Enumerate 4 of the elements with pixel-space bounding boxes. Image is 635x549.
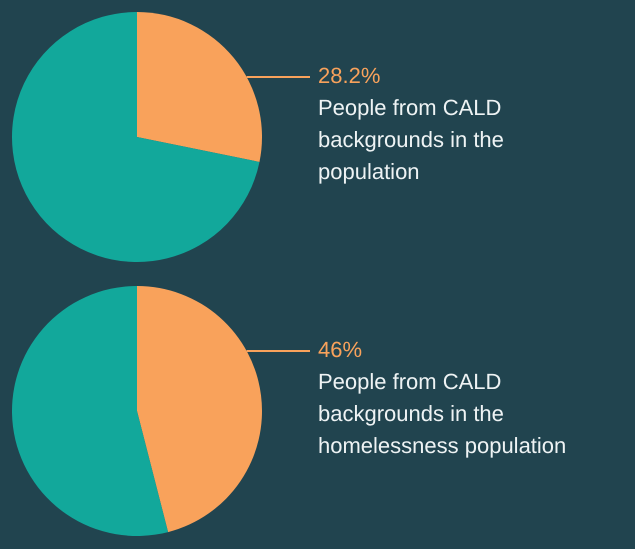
data-label: 28.2% xyxy=(318,63,380,88)
slice-label: People from CALD backgrounds in the population xyxy=(318,95,504,184)
data-label: 46% xyxy=(318,337,362,362)
slice-label: People from CALD backgrounds in the homelessness population xyxy=(318,369,566,458)
